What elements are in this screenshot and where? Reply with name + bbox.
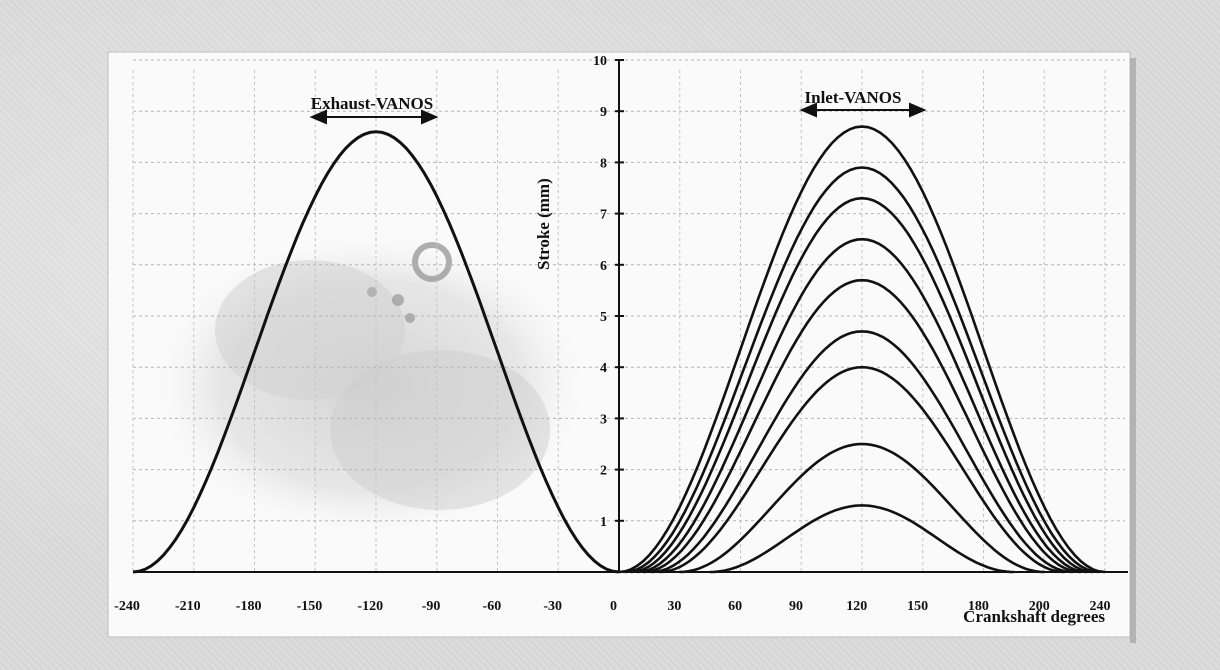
inlet-lift-curve (624, 166, 1100, 574)
exhaust-vanos-label: Exhaust-VANOS (311, 94, 434, 113)
x-tick-label: -240 (114, 599, 140, 614)
y-tick-labels: 1 2 3 4 5 6 7 8 9 10 (593, 54, 607, 530)
inlet-lift-curve (679, 442, 1045, 574)
inlet-lift-curve (643, 278, 1081, 574)
inlet-vanos-label: Inlet-VANOS (805, 88, 902, 107)
x-tick-label: -30 (543, 599, 562, 614)
x-tick-labels: -240 -210 -180 -150 -120 -90 -60 -30 0 30 60 90 120 1… (114, 599, 1110, 614)
inlet-arrow (799, 102, 927, 118)
x-tick-label: -150 (297, 599, 323, 614)
y-tick-label: 6 (600, 259, 607, 274)
inlet-lift-curve (710, 504, 1014, 574)
x-tick-label: -180 (236, 599, 262, 614)
engine-illustration (155, 235, 585, 535)
x-tick-label: 240 (1090, 599, 1111, 614)
x-tick-label: 150 (907, 599, 928, 614)
x-tick-label: -90 (422, 599, 441, 614)
x-tick-label: -120 (357, 599, 383, 614)
y-tick-label: 7 (600, 208, 607, 223)
exhaust-arrow (309, 109, 439, 125)
panel-shadow (1130, 58, 1136, 643)
y-tick-label: 3 (600, 412, 607, 427)
x-tick-label: 0 (610, 599, 617, 614)
x-tick-label: 120 (846, 599, 867, 614)
x-tick-label: 200 (1029, 599, 1050, 614)
x-axis-title: Crankshaft degrees (963, 607, 1105, 626)
x-tick-label: -210 (175, 599, 201, 614)
inlet-lift-curve (618, 125, 1106, 574)
x-tick-label: -60 (483, 599, 502, 614)
y-axis-title: Stroke (mm) (534, 178, 553, 270)
y-tick-label: 8 (600, 156, 607, 171)
y-tick-label: 9 (600, 105, 607, 120)
x-tick-label: 180 (968, 599, 989, 614)
inlet-lift-curve (630, 196, 1093, 574)
lift-curves (132, 125, 1106, 574)
inlet-lift-curve (651, 330, 1073, 574)
x-tick-label: 90 (789, 599, 803, 614)
y-tick-label: 5 (600, 310, 607, 325)
y-tick-label: 4 (600, 361, 607, 376)
inlet-lift-curve (659, 365, 1065, 574)
y-tick-label: 10 (593, 54, 607, 69)
y-tick-label: 1 (600, 515, 607, 530)
x-tick-label: 60 (728, 599, 742, 614)
exhaust-lift-curve (132, 130, 620, 574)
inlet-lift-curve (637, 237, 1087, 574)
x-tick-label: 30 (667, 599, 681, 614)
y-tick-label: 2 (600, 464, 607, 479)
